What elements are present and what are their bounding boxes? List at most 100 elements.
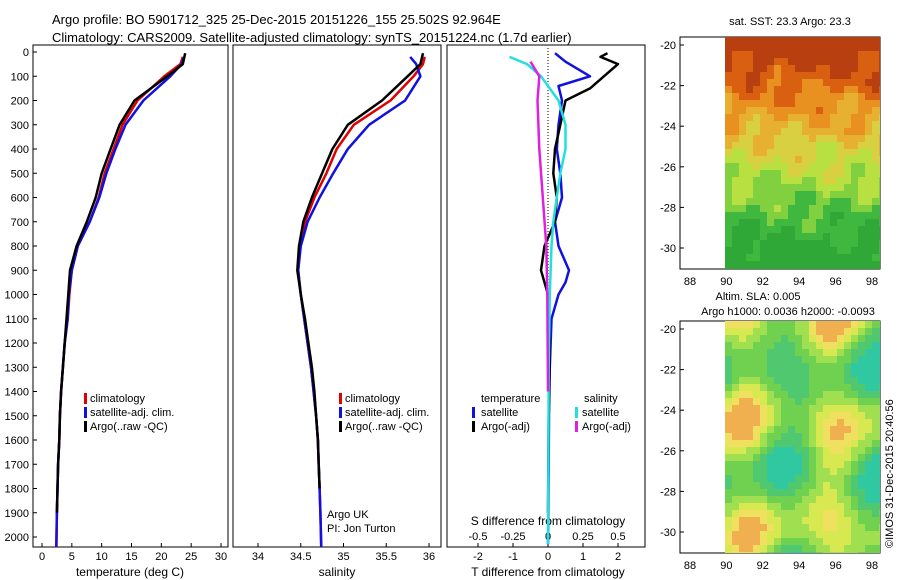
sst-cell bbox=[739, 79, 747, 87]
sst-cell bbox=[753, 212, 761, 220]
sst-cell bbox=[816, 254, 824, 262]
sla-cell bbox=[858, 447, 866, 455]
x-tick-label: -1 bbox=[508, 551, 518, 563]
sla-cell bbox=[872, 538, 880, 546]
sst-cell bbox=[830, 51, 838, 59]
sla-cell bbox=[732, 342, 740, 350]
sla-cell bbox=[837, 426, 845, 434]
sst-cell bbox=[732, 37, 740, 45]
sla-cell bbox=[816, 447, 824, 455]
sla-cell bbox=[774, 503, 782, 511]
sst-cell bbox=[865, 212, 873, 220]
sst-cell bbox=[809, 128, 817, 136]
sla-cell bbox=[823, 384, 831, 392]
sla-cell bbox=[795, 335, 803, 343]
depth-tick-label: 600 bbox=[11, 193, 29, 205]
sst-cell bbox=[760, 226, 768, 234]
sla-cell bbox=[858, 496, 866, 504]
sst-cell bbox=[851, 79, 859, 87]
sla-cell bbox=[830, 335, 838, 343]
sst-cell bbox=[732, 86, 740, 94]
sla-cell bbox=[851, 328, 859, 336]
sla-cell bbox=[802, 370, 810, 378]
sla-cell bbox=[760, 454, 768, 462]
sst-cell bbox=[781, 72, 789, 80]
sla-cell bbox=[746, 363, 754, 371]
sla-cell bbox=[802, 342, 810, 350]
sla-cell bbox=[732, 405, 740, 413]
sst-cell bbox=[837, 37, 845, 45]
sla-cell bbox=[879, 405, 880, 413]
depth-tick-label: 1000 bbox=[5, 290, 29, 302]
sst-cell bbox=[865, 114, 873, 122]
sst-cell bbox=[781, 93, 789, 101]
sla-cell bbox=[809, 328, 817, 336]
sst-cell bbox=[753, 184, 761, 192]
sst-cell bbox=[809, 93, 817, 101]
sst-cell bbox=[732, 44, 740, 52]
sst-cell bbox=[767, 149, 775, 157]
sla-cell bbox=[725, 489, 733, 497]
sst-cell bbox=[872, 51, 880, 59]
sla-cell bbox=[872, 496, 880, 504]
sla-cell bbox=[753, 454, 761, 462]
sst-cell bbox=[767, 37, 775, 45]
sla-cell bbox=[816, 510, 824, 518]
sst-cell bbox=[781, 86, 789, 94]
sla-cell bbox=[851, 377, 859, 385]
sst-cell bbox=[732, 254, 740, 262]
sst-cell bbox=[858, 72, 866, 80]
sst-cell bbox=[858, 205, 866, 213]
sst-cell bbox=[809, 170, 817, 178]
legend-swatch-s-satellite bbox=[575, 407, 578, 418]
legend-title-temperature: temperature bbox=[481, 393, 540, 405]
x-tick-label: 35 bbox=[337, 551, 349, 563]
sst-cell bbox=[851, 170, 859, 178]
sst-cell bbox=[746, 44, 754, 52]
sst-cell bbox=[837, 142, 845, 150]
sla-cell bbox=[753, 517, 761, 525]
sst-cell bbox=[837, 72, 845, 80]
sst-cell bbox=[725, 261, 733, 269]
sst-cell bbox=[732, 107, 740, 115]
sla-cell bbox=[781, 335, 789, 343]
sla-cell bbox=[809, 321, 817, 329]
sst-cell bbox=[774, 65, 782, 73]
sst-cell bbox=[844, 226, 852, 234]
sla-cell bbox=[823, 398, 831, 406]
sst-cell bbox=[865, 261, 873, 269]
sla-cell bbox=[739, 496, 747, 504]
sst-cell bbox=[844, 114, 852, 122]
sla-cell bbox=[879, 461, 880, 469]
sla-cell bbox=[760, 475, 768, 483]
sla-cell bbox=[760, 356, 768, 364]
sst-cell bbox=[837, 107, 845, 115]
sst-cell bbox=[725, 163, 733, 171]
sst-cell bbox=[851, 254, 859, 262]
sla-cell bbox=[732, 454, 740, 462]
sla-cell bbox=[781, 328, 789, 336]
sst-cell bbox=[802, 226, 810, 234]
sst-cell bbox=[739, 114, 747, 122]
sla-cell bbox=[746, 398, 754, 406]
sla-cell bbox=[739, 503, 747, 511]
x-tick-label: 0 bbox=[39, 551, 45, 563]
s-tick-label: -0.5 bbox=[469, 531, 488, 543]
sst-cell bbox=[879, 86, 880, 94]
sla-cell bbox=[746, 321, 754, 329]
sst-cell bbox=[865, 86, 873, 94]
sla-cell bbox=[753, 538, 761, 546]
sla-cell bbox=[837, 475, 845, 483]
sst-cell bbox=[795, 149, 803, 157]
sst-cell bbox=[809, 163, 817, 171]
sla-cell bbox=[753, 384, 761, 392]
sla-cell bbox=[816, 398, 824, 406]
sst-cell bbox=[851, 191, 859, 199]
sla-cell bbox=[732, 482, 740, 490]
sla-cell bbox=[844, 503, 852, 511]
sst-cell bbox=[760, 254, 768, 262]
sst-cell bbox=[844, 247, 852, 255]
sla-cell bbox=[851, 384, 859, 392]
sst-cell bbox=[872, 121, 880, 129]
sst-cell bbox=[725, 72, 733, 80]
